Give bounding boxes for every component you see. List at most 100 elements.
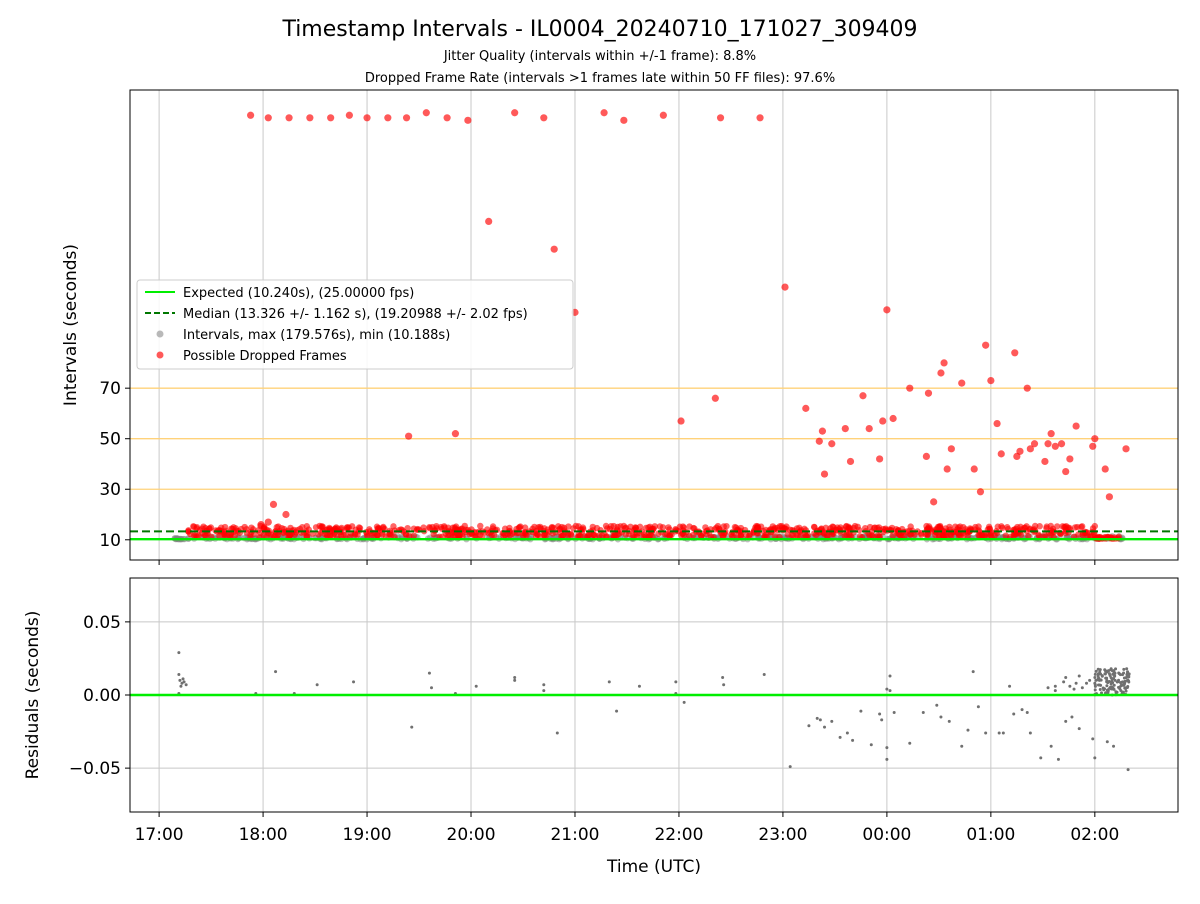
residual-point [1112,677,1116,681]
residual-point [1093,756,1097,760]
residual-point [838,735,842,739]
dropped-frame-point [997,450,1005,458]
dropped-frame-point [1122,445,1130,453]
dropped-frame-point [247,111,255,119]
residual-point [1112,683,1116,687]
dropped-frame-point [1059,523,1066,530]
residual-point [1039,756,1043,760]
dropped-frame-point [1025,532,1032,540]
residual-point [921,711,925,715]
residual-point [1008,684,1012,688]
dropped-frame-point [666,531,674,538]
residual-point [682,700,686,704]
residual-point [1109,682,1113,686]
residual-point [1099,683,1103,687]
residual-point [1119,681,1123,685]
residual-point [859,709,863,713]
dropped-frame-point [502,531,509,539]
x-tick-label: 02:00 [1070,825,1119,845]
dropped-frame-point [452,525,459,532]
residual-point [1072,687,1076,691]
residual-point [1068,684,1072,688]
residual-point [1126,670,1130,674]
dropped-frame-point [429,523,436,531]
residual-point [637,684,641,688]
residual-point [513,678,517,682]
x-tick-label: 00:00 [862,825,911,845]
dropped-frame-point [404,524,411,532]
residual-point [513,675,517,679]
dropped-frame-point [1089,442,1097,450]
residual-point [1064,719,1068,723]
dropped-frame-point [1051,442,1059,450]
dropped-frame-point [540,114,548,122]
residual-point [1105,680,1109,684]
dropped-frame-point [940,532,947,539]
residual-point [939,715,943,719]
dropped-frame-point [781,283,789,291]
dropped-frame-point [1091,435,1099,443]
residual-point [818,718,822,722]
dropped-frame-point [827,525,834,532]
residual-point [607,680,611,684]
residual-point [823,725,827,729]
dropped-frame-point [517,523,524,530]
dropped-frame-point [737,533,745,540]
residual-point [184,683,188,687]
dropped-frame-point [363,114,371,122]
dropped-frame-point [907,531,914,538]
x-tick-label: 22:00 [654,825,703,845]
residual-point [181,677,185,681]
dropped-frame-point [1057,440,1066,448]
residual-point [971,670,975,674]
dropped-frame-point [550,245,558,253]
dropped-frame-point [870,524,878,532]
dropped-frame-point [1031,522,1039,530]
dropped-frame-point [976,488,985,496]
residual-point [976,705,980,709]
dropped-frame-point [1030,440,1039,448]
residual-point [1112,744,1116,748]
x-tick-label: 21:00 [550,825,599,845]
residual-point [935,703,939,707]
dropped-frame-point [410,532,418,539]
residual-point [885,746,889,750]
dropped-frame-point [865,425,873,433]
residual-point [1109,685,1113,689]
residual-point [1103,672,1107,676]
residual-point [1093,675,1097,679]
dropped-frame-point [641,531,648,538]
residual-point [1088,678,1092,682]
dropped-frame-point [753,522,760,530]
dropped-frame-point [558,523,566,531]
residual-point [1118,687,1122,691]
dropped-frame-point [1023,384,1031,392]
residual-point [1012,712,1016,716]
dropped-frame-point [607,523,615,530]
dropped-frame-point [384,114,392,122]
dropped-frame-point [282,510,290,519]
dropped-frame-point [804,532,812,539]
residual-point [1070,715,1074,719]
residual-point [1093,684,1097,688]
dropped-frame-point [568,531,575,539]
dropped-frame-point [779,527,787,534]
residual-point [1105,684,1109,688]
dropped-frame-point [190,523,198,531]
dropped-frame-point [306,114,314,122]
dropped-frame-point [834,524,841,531]
residual-point [352,680,356,684]
dropped-frame-point [937,369,945,377]
residual-point [1127,675,1131,679]
residual-point [1100,691,1104,695]
dropped-frame-point [1036,523,1043,530]
residual-point [1093,672,1097,676]
residual-point [1001,731,1005,735]
x-tick-label: 18:00 [239,825,288,845]
dropped-frame-point [402,114,411,122]
dropped-frame-point [930,498,938,506]
residual-point [845,731,849,735]
dropped-frame-point [247,531,254,538]
residual-point [1080,686,1084,690]
residual-point [878,712,882,716]
